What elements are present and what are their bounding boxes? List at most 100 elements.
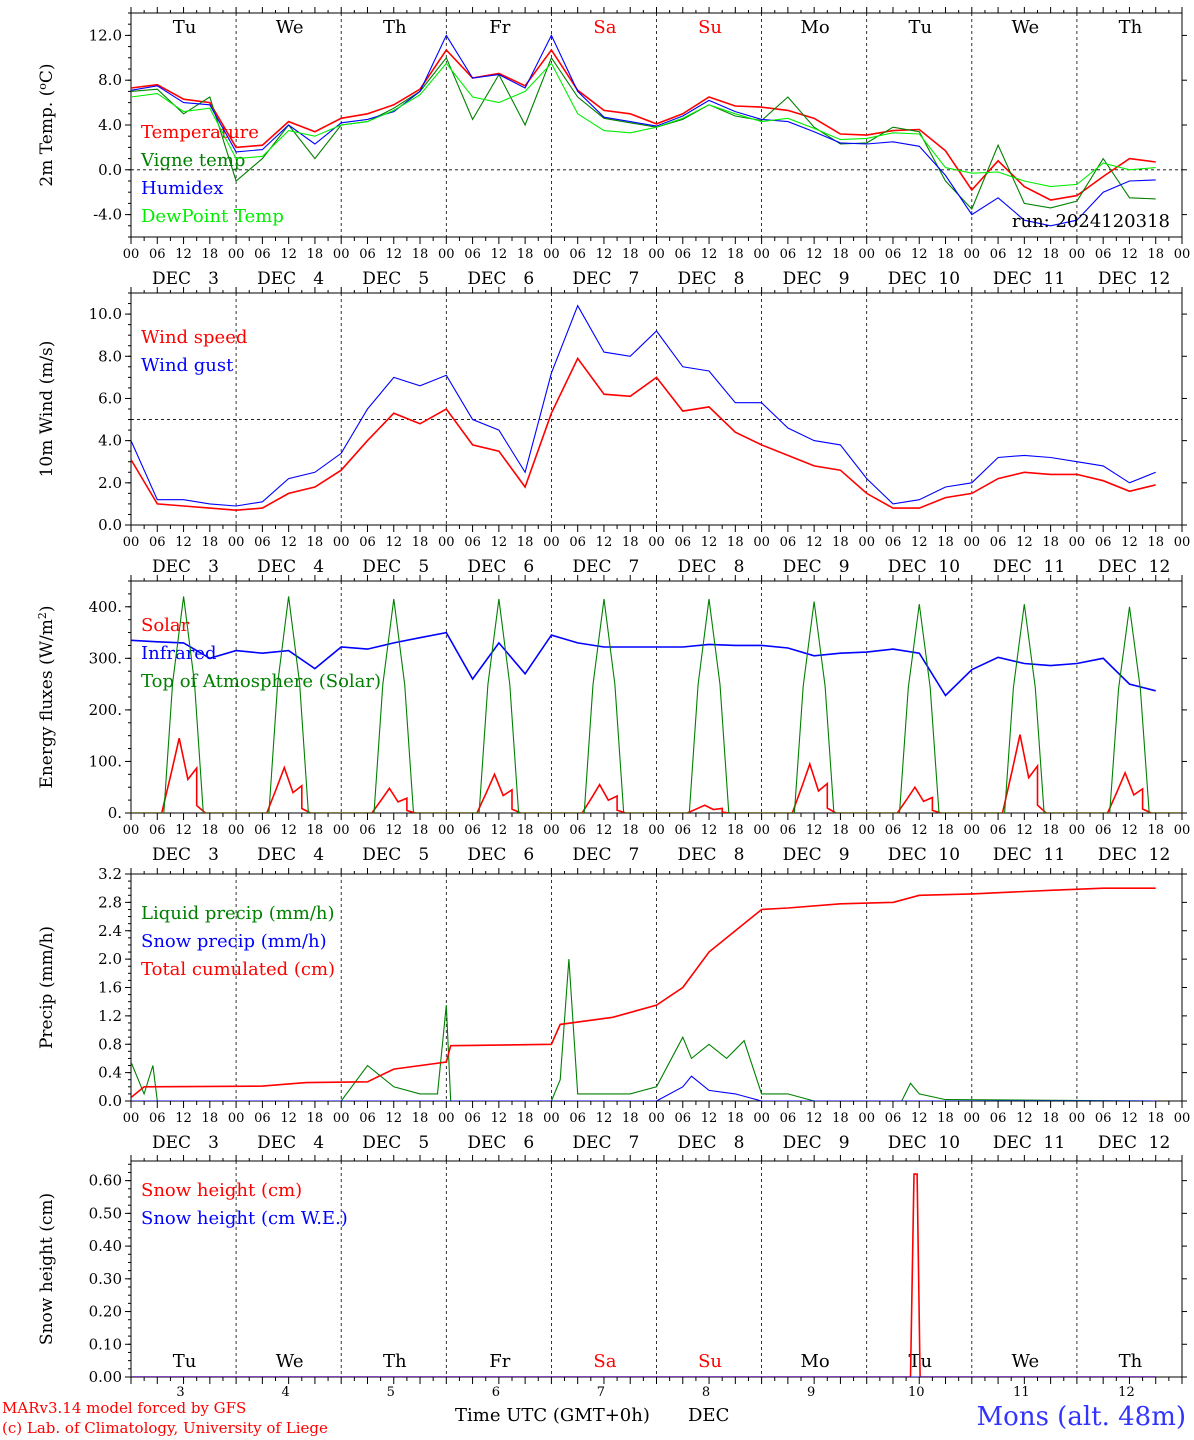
hour-tick-label: 18 <box>412 823 429 838</box>
hour-tick-label: 18 <box>412 535 429 550</box>
date-day-label: 9 <box>839 269 850 289</box>
hour-tick-label: 00 <box>753 535 770 550</box>
hour-tick-label: 00 <box>438 1111 455 1126</box>
hour-tick-label: 18 <box>307 823 324 838</box>
snow-series-snow-height-cm <box>131 1173 1156 1377</box>
hour-tick-label: 00 <box>1174 247 1191 262</box>
date-day-label: 11 <box>1044 1133 1066 1153</box>
precip-series-snow-precip-mm-h <box>131 1075 1156 1101</box>
date-day-label: 8 <box>734 269 745 289</box>
hour-tick-label: 00 <box>858 1111 875 1126</box>
hour-tick-label: 12 <box>911 247 928 262</box>
date-month-label: DEC <box>678 557 717 577</box>
date-month-label: DEC <box>572 1133 611 1153</box>
hour-tick-label: 12 <box>911 823 928 838</box>
hour-tick-label: 12 <box>175 1111 192 1126</box>
hour-tick-label: 18 <box>937 1111 954 1126</box>
date-month-label: DEC <box>888 557 927 577</box>
hour-tick-label: 18 <box>1147 247 1164 262</box>
hour-tick-label: 06 <box>359 535 376 550</box>
wind-y-tick-label: 10.0 <box>89 305 122 323</box>
hour-tick-label: 12 <box>280 823 297 838</box>
hour-tick-label: 12 <box>1016 823 1033 838</box>
hour-tick-label: 00 <box>858 535 875 550</box>
hour-tick-label: 18 <box>517 823 534 838</box>
hour-tick-label: 06 <box>149 247 166 262</box>
hour-tick-label: 00 <box>858 247 875 262</box>
hour-tick-label: 12 <box>596 823 613 838</box>
date-day-label: 11 <box>1044 557 1066 577</box>
precip-y-tick-label: 2.4 <box>98 922 122 940</box>
hour-tick-label: 00 <box>1174 823 1191 838</box>
hour-tick-label: 12 <box>701 535 718 550</box>
date-month-label: DEC <box>993 269 1032 289</box>
hour-tick-label: 06 <box>990 1111 1007 1126</box>
hour-tick-label: 12 <box>1121 535 1138 550</box>
energy-legend-entry: Infrared <box>141 643 216 664</box>
temperature-y-tick-label: 8.0 <box>98 71 122 89</box>
hour-tick-label: 00 <box>438 823 455 838</box>
date-month-label: DEC <box>152 1133 191 1153</box>
snow-date-label: 10 <box>908 1385 925 1400</box>
date-month-label: DEC <box>1098 1133 1137 1153</box>
date-month-label: DEC <box>993 557 1032 577</box>
hour-tick-label: 12 <box>175 823 192 838</box>
date-day-label: 12 <box>1149 845 1171 865</box>
snow-date-label: 12 <box>1118 1385 1135 1400</box>
snow-date-label: 5 <box>387 1385 395 1400</box>
hour-tick-label: 12 <box>385 823 402 838</box>
hour-tick-label: 12 <box>596 535 613 550</box>
hour-tick-label: 06 <box>885 247 902 262</box>
temperature-legend-entry: Humidex <box>141 178 223 199</box>
date-day-label: 6 <box>523 269 534 289</box>
hour-tick-label: 00 <box>333 535 350 550</box>
hour-tick-label: 18 <box>1042 823 1059 838</box>
hour-tick-label: 06 <box>464 535 481 550</box>
date-day-label: 5 <box>418 269 429 289</box>
date-month-label: DEC <box>467 1133 506 1153</box>
temperature-y-tick-label: -4.0 <box>93 206 122 224</box>
snow-y-tick-label: 0.10 <box>89 1335 122 1353</box>
hour-tick-label: 18 <box>727 1111 744 1126</box>
hour-tick-label: 18 <box>832 535 849 550</box>
hour-tick-label: 06 <box>990 247 1007 262</box>
hour-tick-label: 18 <box>832 247 849 262</box>
precip-y-axis-label: Precip (mm/h) <box>37 926 57 1049</box>
precip-series-liquid-precip-mm-h <box>131 959 1156 1101</box>
snow-y-tick-label: 0.50 <box>89 1204 122 1222</box>
energy-panel: 0. 100. 200. 300. 400. 00 06 12 18 DEC 3 00 06 12 18 DE… <box>36 575 1191 865</box>
hour-tick-label: 00 <box>228 1111 245 1126</box>
hour-tick-label: 12 <box>385 1111 402 1126</box>
hour-tick-label: 12 <box>596 247 613 262</box>
energy-legend-entry: Solar <box>141 615 190 636</box>
hour-tick-label: 00 <box>1069 1111 1086 1126</box>
hour-tick-label: 00 <box>964 823 981 838</box>
date-day-label: 12 <box>1149 269 1171 289</box>
date-month-label: DEC <box>783 269 822 289</box>
date-month-label: DEC <box>888 1133 927 1153</box>
date-month-label: DEC <box>257 845 296 865</box>
hour-tick-label: 18 <box>307 1111 324 1126</box>
hour-tick-label: 18 <box>202 247 219 262</box>
hour-tick-label: 18 <box>202 823 219 838</box>
hour-tick-label: 00 <box>543 535 560 550</box>
hour-tick-label: 06 <box>359 247 376 262</box>
weekday-label: Fr <box>489 17 510 38</box>
snow-y-tick-label: 0.30 <box>89 1270 122 1288</box>
hour-tick-label: 00 <box>648 1111 665 1126</box>
hour-tick-label: 18 <box>832 823 849 838</box>
hour-tick-label: 06 <box>1095 1111 1112 1126</box>
snow-date-label: 7 <box>597 1385 605 1400</box>
hour-tick-label: 12 <box>385 247 402 262</box>
hour-tick-label: 00 <box>543 247 560 262</box>
hour-tick-label: 18 <box>727 247 744 262</box>
temperature-y-axis-label: 2m Temp. (oC) <box>36 63 58 186</box>
hour-tick-label: 06 <box>149 823 166 838</box>
hour-tick-label: 12 <box>175 247 192 262</box>
wind-legend-entry: Wind gust <box>141 355 234 376</box>
hour-tick-label: 12 <box>1121 823 1138 838</box>
hour-tick-label: 18 <box>937 823 954 838</box>
weekday-label: Th <box>383 1351 407 1372</box>
date-month-label: DEC <box>362 269 401 289</box>
hour-tick-label: 00 <box>753 823 770 838</box>
